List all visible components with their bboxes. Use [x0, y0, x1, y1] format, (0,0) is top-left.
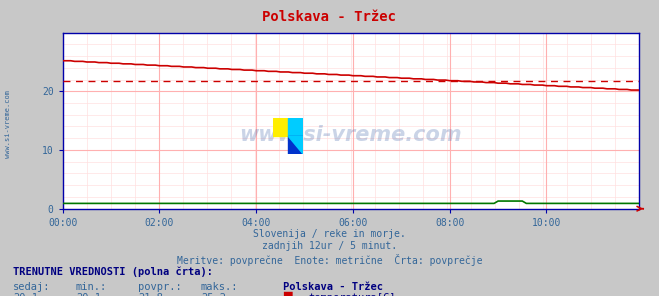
- Text: zadnjih 12ur / 5 minut.: zadnjih 12ur / 5 minut.: [262, 241, 397, 251]
- Polygon shape: [289, 136, 303, 154]
- Text: sedaj:: sedaj:: [13, 282, 51, 292]
- Text: TRENUTNE VREDNOSTI (polna črta):: TRENUTNE VREDNOSTI (polna črta):: [13, 267, 213, 277]
- Text: 21,8: 21,8: [138, 293, 163, 296]
- Text: Slovenija / reke in morje.: Slovenija / reke in morje.: [253, 229, 406, 239]
- Text: www.si-vreme.com: www.si-vreme.com: [240, 125, 462, 145]
- Text: www.si-vreme.com: www.si-vreme.com: [5, 90, 11, 158]
- Text: █: █: [283, 292, 292, 296]
- Text: maks.:: maks.:: [201, 282, 239, 292]
- Text: temperatura[C]: temperatura[C]: [308, 293, 396, 296]
- Text: Meritve: povprečne  Enote: metrične  Črta: povprečje: Meritve: povprečne Enote: metrične Črta:…: [177, 254, 482, 266]
- Bar: [273, 118, 289, 136]
- Bar: [289, 118, 303, 136]
- Text: povpr.:: povpr.:: [138, 282, 182, 292]
- Text: Polskava - Tržec: Polskava - Tržec: [283, 282, 384, 292]
- Text: 25,2: 25,2: [201, 293, 226, 296]
- Text: min.:: min.:: [76, 282, 107, 292]
- Text: 20,1: 20,1: [13, 293, 38, 296]
- Text: 20,1: 20,1: [76, 293, 101, 296]
- Text: Polskava - Tržec: Polskava - Tržec: [262, 10, 397, 24]
- Bar: [289, 136, 303, 154]
